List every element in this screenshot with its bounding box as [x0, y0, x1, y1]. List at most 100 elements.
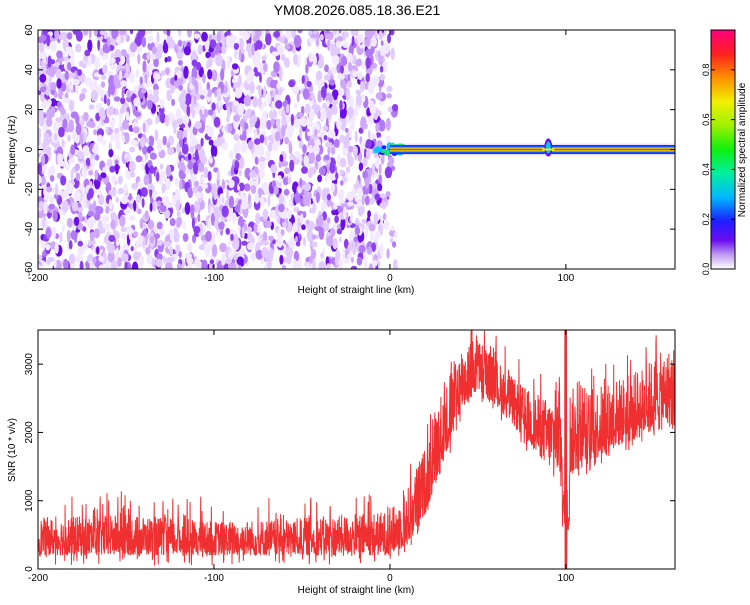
spectrogram-noise-blob [174, 74, 178, 81]
spectrogram-noise-blob [66, 134, 71, 142]
spectrogram-noise-blob [126, 58, 130, 66]
spectrogram-noise-blob [189, 145, 195, 153]
spectrogram-noise-blob [364, 195, 370, 206]
spectrogram-noise-blob [153, 89, 159, 96]
spectrogram-noise-blob [88, 104, 95, 110]
spectrogram-noise-blob [43, 201, 48, 215]
spectrogram-noise-blob [183, 46, 191, 56]
spectrogram-noise-blob [93, 72, 101, 78]
spectrogram-noise-blob [232, 247, 236, 256]
spectrogram-noise-blob [240, 82, 244, 89]
spectrogram-noise-blob [100, 74, 107, 80]
spectrogram-noise-blob [281, 160, 289, 167]
spectrogram-noise-blob [210, 230, 215, 243]
spectrogram-noise-blob [190, 204, 195, 216]
spectrogram-noise-blob [361, 60, 365, 70]
colorbar-label: Normalized spectral amplitude [737, 82, 748, 217]
spectrogram-noise-blob [87, 240, 92, 247]
spectrogram-noise-blob [202, 73, 206, 84]
spectrogram-noise-blob [147, 63, 155, 72]
spectrogram-noise-blob [328, 129, 336, 139]
spectrogram-noise-blob [292, 223, 298, 233]
spectrogram-noise-blob [213, 116, 221, 128]
carrier-onset-blob [384, 150, 390, 156]
spectrogram-noise-blob [236, 140, 241, 154]
spectrogram-noise-blob [282, 177, 289, 186]
spectrogram-noise-blob [317, 124, 320, 131]
spectrogram-ytick-label: -60 [24, 261, 35, 276]
spectrogram-noise-blob [335, 172, 339, 180]
spectrogram-noise-blob [193, 226, 201, 234]
spectrogram-noise-blob [134, 111, 141, 117]
spectrogram-noise-blob [208, 56, 213, 68]
spectrogram-noise-blob [278, 193, 285, 205]
spectrogram-noise-blob [288, 80, 296, 88]
spectrogram-noise-blob [275, 118, 281, 129]
spectrogram-noise-blob [250, 71, 254, 82]
spectrogram-noise-blob [87, 39, 93, 53]
spectrogram-noise-blob [283, 189, 290, 196]
spectrogram-noise-blob [81, 192, 87, 204]
spectrogram-noise-blob [137, 53, 141, 65]
spectrogram-noise-blob [312, 258, 316, 269]
spectrogram-noise-blob [64, 163, 71, 171]
spectrogram-noise-blob [386, 93, 392, 99]
spectrogram-noise-blob [251, 42, 255, 56]
spectrogram-noise-blob [44, 45, 51, 50]
spectrogram-noise-blob [159, 204, 167, 213]
spectrogram-noise-blob [314, 161, 319, 170]
spectrogram-noise-blob [158, 239, 163, 246]
spectrogram-noise-blob [350, 265, 358, 269]
snr-ylabel: SNR (10 * v/v) [7, 418, 18, 482]
spectrogram-noise-blob [121, 253, 129, 263]
spectrogram-noise-blob [275, 100, 283, 109]
spectrogram-noise-blob [350, 212, 354, 223]
spectrogram-noise-blob [318, 226, 325, 240]
spectrogram-noise-blob [158, 106, 165, 114]
spectrogram-noise-blob [93, 129, 98, 136]
spectrogram-noise-blob [264, 135, 268, 146]
spectrogram-noise-blob [98, 264, 106, 269]
spectrogram-noise-blob [68, 48, 75, 57]
spectrogram-noise-blob [233, 42, 239, 50]
spectrogram-noise-blob [225, 98, 229, 110]
spectrogram-noise-blob [354, 226, 361, 236]
spectrogram-noise-blob [301, 75, 305, 84]
spectrogram-noise-blob [107, 158, 113, 167]
colorbar-tick-label: 0.8 [701, 64, 711, 77]
spectrogram-noise-blob [85, 157, 91, 167]
spectrogram-noise-blob [142, 145, 148, 155]
spectrogram-noise-blob [132, 126, 140, 134]
spectrogram-noise-blob [38, 162, 43, 176]
spectrogram-noise-blob [380, 40, 384, 46]
spectrogram-noise-blob [79, 95, 84, 102]
spectrogram-noise-blob [236, 256, 244, 266]
spectrogram-noise-blob [294, 191, 301, 204]
spectrogram-noise-blob [108, 57, 116, 64]
spectrogram-noise-blob [358, 244, 366, 254]
spectrogram-noise-blob [65, 127, 69, 133]
spectrogram-noise-blob [201, 156, 208, 165]
spectrogram-noise-blob [357, 33, 364, 44]
spectrogram-noise-blob [262, 208, 269, 221]
spectrogram-noise-blob [305, 262, 310, 269]
spectrogram-noise-blob [38, 176, 42, 185]
spectrogram-noise-blob [192, 186, 199, 194]
spectrogram-noise-blob [308, 85, 314, 92]
spectrogram-noise-blob [326, 235, 334, 247]
spectrogram-noise-blob [141, 198, 145, 208]
spectrogram-noise-blob [218, 221, 225, 230]
spectrogram-noise-blob [390, 30, 395, 36]
spectrogram-noise-blob [387, 33, 391, 44]
spectrogram-noise-blob [299, 126, 303, 139]
spectrogram-noise-blob [317, 110, 321, 120]
spectrogram-noise-blob [250, 184, 257, 194]
spectrogram-noise-blob [148, 135, 155, 146]
spectrogram-noise-blob [145, 80, 153, 88]
spectrogram-noise-blob [119, 107, 126, 115]
spectrogram-noise-blob [77, 69, 82, 76]
spectrogram-noise-blob [48, 256, 55, 262]
spectrogram-noise-blob [43, 135, 51, 147]
spectrogram-noise-blob [75, 84, 79, 95]
spectrogram-noise-blob [312, 144, 320, 155]
